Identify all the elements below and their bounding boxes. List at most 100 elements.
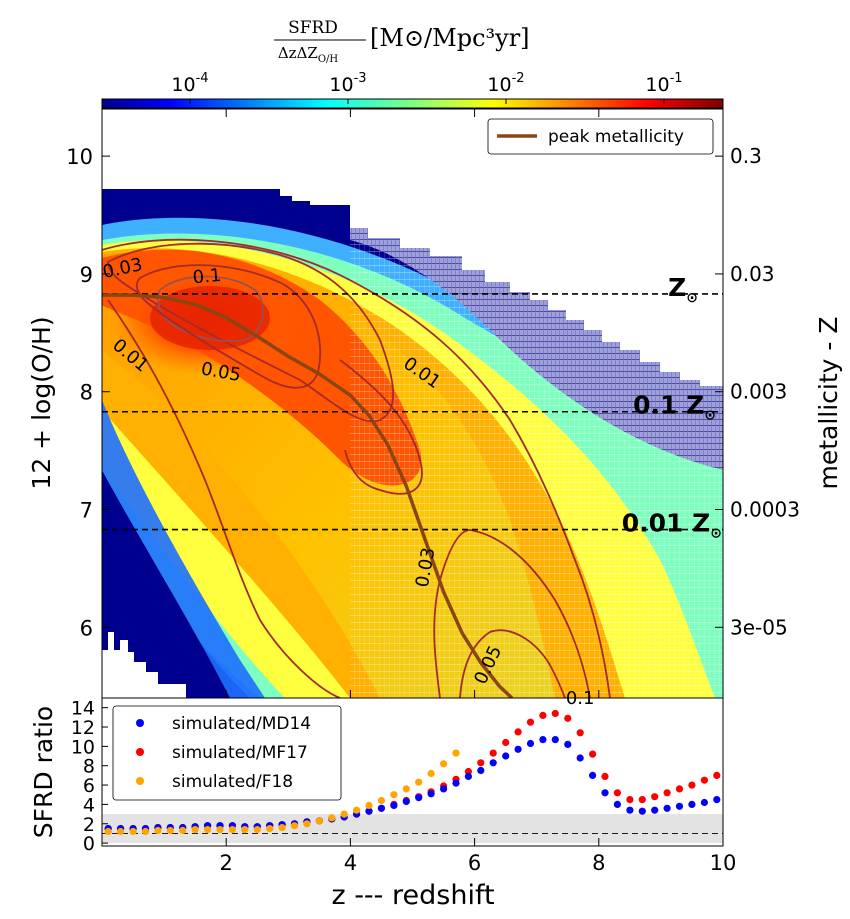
colorbar-tick-label: 10 xyxy=(329,74,353,96)
x-tick-label: 6 xyxy=(468,851,481,875)
legend-box xyxy=(487,118,714,155)
contour-0.03-highz xyxy=(433,529,591,698)
svg-text:0.1 Z⊙: 0.1 Z⊙ xyxy=(633,391,716,424)
ratio-point-simulated-f18 xyxy=(340,810,348,818)
ratio-point-simulated-f18 xyxy=(415,778,423,786)
colorbar: SFRD ΔzΔZO/H [M⊙/Mpc³yr] 10-4 10-3 10-2 … xyxy=(101,18,724,109)
ratio-point-simulated-f18 xyxy=(315,817,323,825)
contour-0.05 xyxy=(135,264,322,389)
ratio-point-simulated-mf17 xyxy=(539,711,547,720)
ratio-point-simulated-md14 xyxy=(626,806,634,814)
ratio-point-simulated-f18 xyxy=(241,826,249,834)
contour-0.01-inner xyxy=(107,299,341,698)
ratio-point-simulated-f18 xyxy=(440,760,448,768)
x-tick-label: 2 xyxy=(220,851,233,875)
y-right-tick-label: 0.0003 xyxy=(730,498,800,522)
ratio-y-tick-label: 14 xyxy=(71,698,95,720)
heatmap-panel: Z⊙ 0.1 Z⊙ 0.01 Z⊙ 0.03 0.10.01 0.05 0.010.0… xyxy=(27,108,843,709)
svg-text:Z⊙: Z⊙ xyxy=(668,273,698,306)
ratio-ticks xyxy=(102,707,724,846)
svg-text:10-3: 10-3 xyxy=(329,71,366,96)
y-axis-right-ticklabels: 3e-05 0.0003 0.003 0.03 0.3 xyxy=(730,144,800,639)
legend-md14: simulated/MD14 xyxy=(172,714,311,734)
colorbar-tick-label: 10 xyxy=(171,74,195,96)
ratio-y-tick-label: 8 xyxy=(83,756,95,778)
colorbar-title-numerator: SFRD xyxy=(288,18,338,38)
legend-peak-metallicity: peak metallicity xyxy=(548,127,684,147)
svg-text:10-1: 10-1 xyxy=(645,71,682,96)
ratio-y-tick-label: 12 xyxy=(71,717,95,739)
y-tick-label: 8 xyxy=(80,381,93,405)
ratio-point-simulated-mf17 xyxy=(477,759,485,767)
ratio-point-simulated-md14 xyxy=(502,752,510,760)
ratio-point-simulated-mf17 xyxy=(589,750,597,758)
ratio-point-simulated-f18 xyxy=(166,826,174,835)
y-tick-label: 10 xyxy=(66,145,93,169)
ratio-point-simulated-f18 xyxy=(427,769,435,778)
ratio-legend-box xyxy=(112,705,342,801)
ratio-point-simulated-f18 xyxy=(191,826,199,834)
svg-text:10-4: 10-4 xyxy=(171,71,208,96)
ratio-point-simulated-md14 xyxy=(539,736,547,744)
ratio-point-simulated-md14 xyxy=(613,800,622,809)
ref-label-0.1zsun: 0.1 Z xyxy=(633,391,704,420)
ratio-point-simulated-md14 xyxy=(477,766,485,775)
y-tick-label: 7 xyxy=(80,499,93,523)
colorbar-tick-label: 10 xyxy=(645,74,669,96)
x-tick-label: 8 xyxy=(592,851,605,875)
ratio-point-simulated-mf17 xyxy=(700,776,709,784)
ratio-point-simulated-md14 xyxy=(514,745,522,753)
ratio-legend: simulated/MD14 simulated/MF17 simulated/… xyxy=(112,705,342,801)
ratio-point-simulated-f18 xyxy=(141,827,150,836)
ratio-y-tick-label: 0 xyxy=(83,833,95,855)
ratio-point-simulated-md14 xyxy=(564,740,572,749)
ratio-point-simulated-f18 xyxy=(266,825,274,833)
ratio-point-simulated-f18 xyxy=(402,785,410,793)
y-axis-right-label: metallicity - Z xyxy=(814,316,843,489)
ratio-point-simulated-f18 xyxy=(303,820,311,828)
ref-label-zsun: Z xyxy=(668,273,686,302)
ratio-point-simulated-md14 xyxy=(464,772,472,781)
ratio-point-simulated-mf17 xyxy=(514,728,522,736)
legend-f18-marker xyxy=(136,777,144,785)
y-tick-label: 6 xyxy=(80,616,93,640)
heatmap-legend: peak metallicity xyxy=(487,118,714,155)
ratio-point-simulated-md14 xyxy=(601,789,609,797)
legend-md14-marker xyxy=(136,719,144,727)
colorbar-tick-labels: 10-4 10-3 10-2 10-1 xyxy=(171,71,682,96)
ratio-point-simulated-md14 xyxy=(365,807,373,815)
ratio-point-simulated-md14 xyxy=(377,804,385,812)
ratio-point-simulated-mf17 xyxy=(626,796,634,804)
colorbar-title-units: [M⊙/Mpc³yr] xyxy=(370,24,530,52)
ratio-point-simulated-md14 xyxy=(589,771,597,780)
ratio-point-simulated-md14 xyxy=(402,797,410,806)
ratio-point-simulated-mf17 xyxy=(663,789,671,797)
ratio-point-simulated-mf17 xyxy=(564,714,572,722)
ratio-point-simulated-f18 xyxy=(390,791,398,799)
contour-0.01-island xyxy=(339,359,423,495)
y-tick-label: 9 xyxy=(80,263,93,287)
y-axis-left-ticklabels: 6 7 8 9 10 xyxy=(66,145,93,640)
ratio-point-simulated-f18 xyxy=(365,801,373,810)
ratio-point-simulated-mf17 xyxy=(688,781,696,789)
ratio-point-simulated-md14 xyxy=(440,785,448,793)
ratio-point-simulated-f18 xyxy=(117,827,125,836)
contour-0.01-outer xyxy=(102,238,611,698)
ratio-point-simulated-md14 xyxy=(713,796,721,804)
ratio-y-label: SFRD ratio xyxy=(29,706,58,838)
contour-0.03 xyxy=(107,242,395,423)
ratio-y-tick-label: 6 xyxy=(83,775,95,797)
ratio-point-simulated-f18 xyxy=(290,822,299,830)
legend-mf17: simulated/MF17 xyxy=(172,743,308,763)
ratio-point-simulated-md14 xyxy=(526,739,535,748)
x-axis-ticklabels: 2 4 6 8 10 xyxy=(220,851,737,875)
ratio-point-simulated-f18 xyxy=(253,826,261,834)
colorbar-ticks xyxy=(189,99,665,104)
ratio-point-simulated-md14 xyxy=(415,794,423,802)
colorbar-tick-label: 10 xyxy=(487,74,511,96)
ratio-point-simulated-mf17 xyxy=(489,749,497,757)
ratio-point-simulated-md14 xyxy=(489,759,497,767)
